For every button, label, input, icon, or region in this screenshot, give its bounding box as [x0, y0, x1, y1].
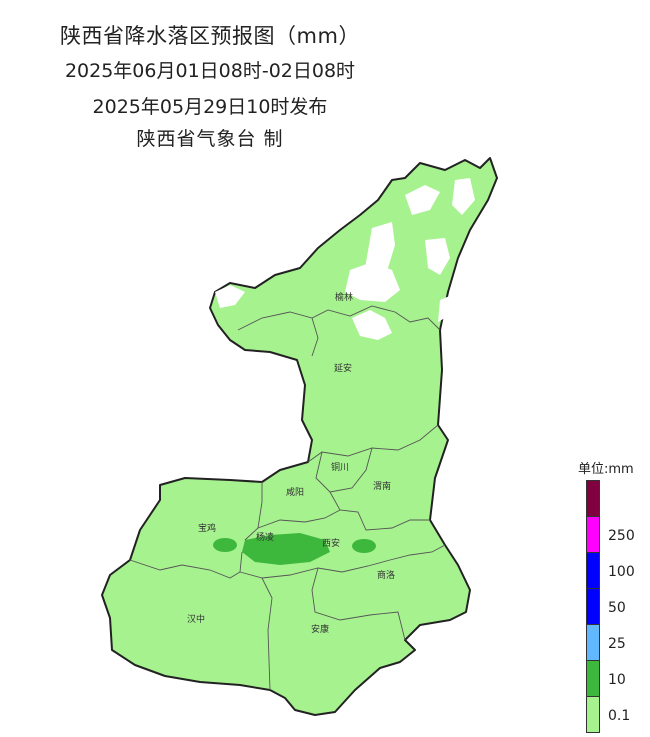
legend-label: 250 — [608, 528, 635, 544]
legend-swatch — [586, 516, 600, 553]
city-label-xianyang: 咸阳 — [286, 486, 304, 498]
city-label-xian: 西安 — [322, 537, 340, 549]
legend-label: 100 — [608, 564, 635, 580]
legend-swatch — [586, 624, 600, 661]
city-label-yangling: 杨凌 — [256, 531, 274, 543]
no-rain-areas — [215, 178, 475, 340]
city-label-hanzhong: 汉中 — [187, 613, 205, 625]
legend-swatch — [586, 660, 600, 697]
city-label-shangluo: 商洛 — [377, 569, 395, 581]
legend-title: 单位:mm — [578, 462, 634, 477]
map-title: 陕西省降水落区预报图（mm） — [60, 24, 360, 48]
forecast-period: 2025年06月01日08时-02日08时 — [64, 60, 356, 82]
issue-time: 2025年05月29日10时发布 — [92, 96, 328, 118]
city-label-tongchuan: 铜川 — [331, 461, 349, 473]
legend-label: 25 — [608, 636, 626, 652]
legend-label: 0.1 — [608, 708, 631, 724]
city-label-ankang: 安康 — [311, 623, 329, 635]
city-boundaries — [129, 305, 446, 691]
legend-swatch — [586, 480, 600, 517]
legend-swatch — [586, 552, 600, 589]
legend-label: 10 — [608, 672, 626, 688]
moderate-rain-areas — [213, 533, 376, 565]
city-label-weinan: 渭南 — [373, 480, 391, 492]
city-labels: 榆林 延安 铜川 咸阳 渭南 宝鸡 杨凌 西安 商洛 汉中 安康 — [187, 291, 395, 635]
city-label-baoji: 宝鸡 — [198, 522, 216, 534]
legend-swatch — [586, 588, 600, 625]
city-label-yulin: 榆林 — [335, 291, 353, 303]
city-label-yanan: 延安 — [334, 362, 352, 374]
legend-label: 50 — [608, 600, 626, 616]
shaanxi-province-area — [101, 157, 498, 716]
issuer: 陕西省气象台 制 — [136, 128, 284, 150]
legend-swatch — [586, 696, 600, 733]
